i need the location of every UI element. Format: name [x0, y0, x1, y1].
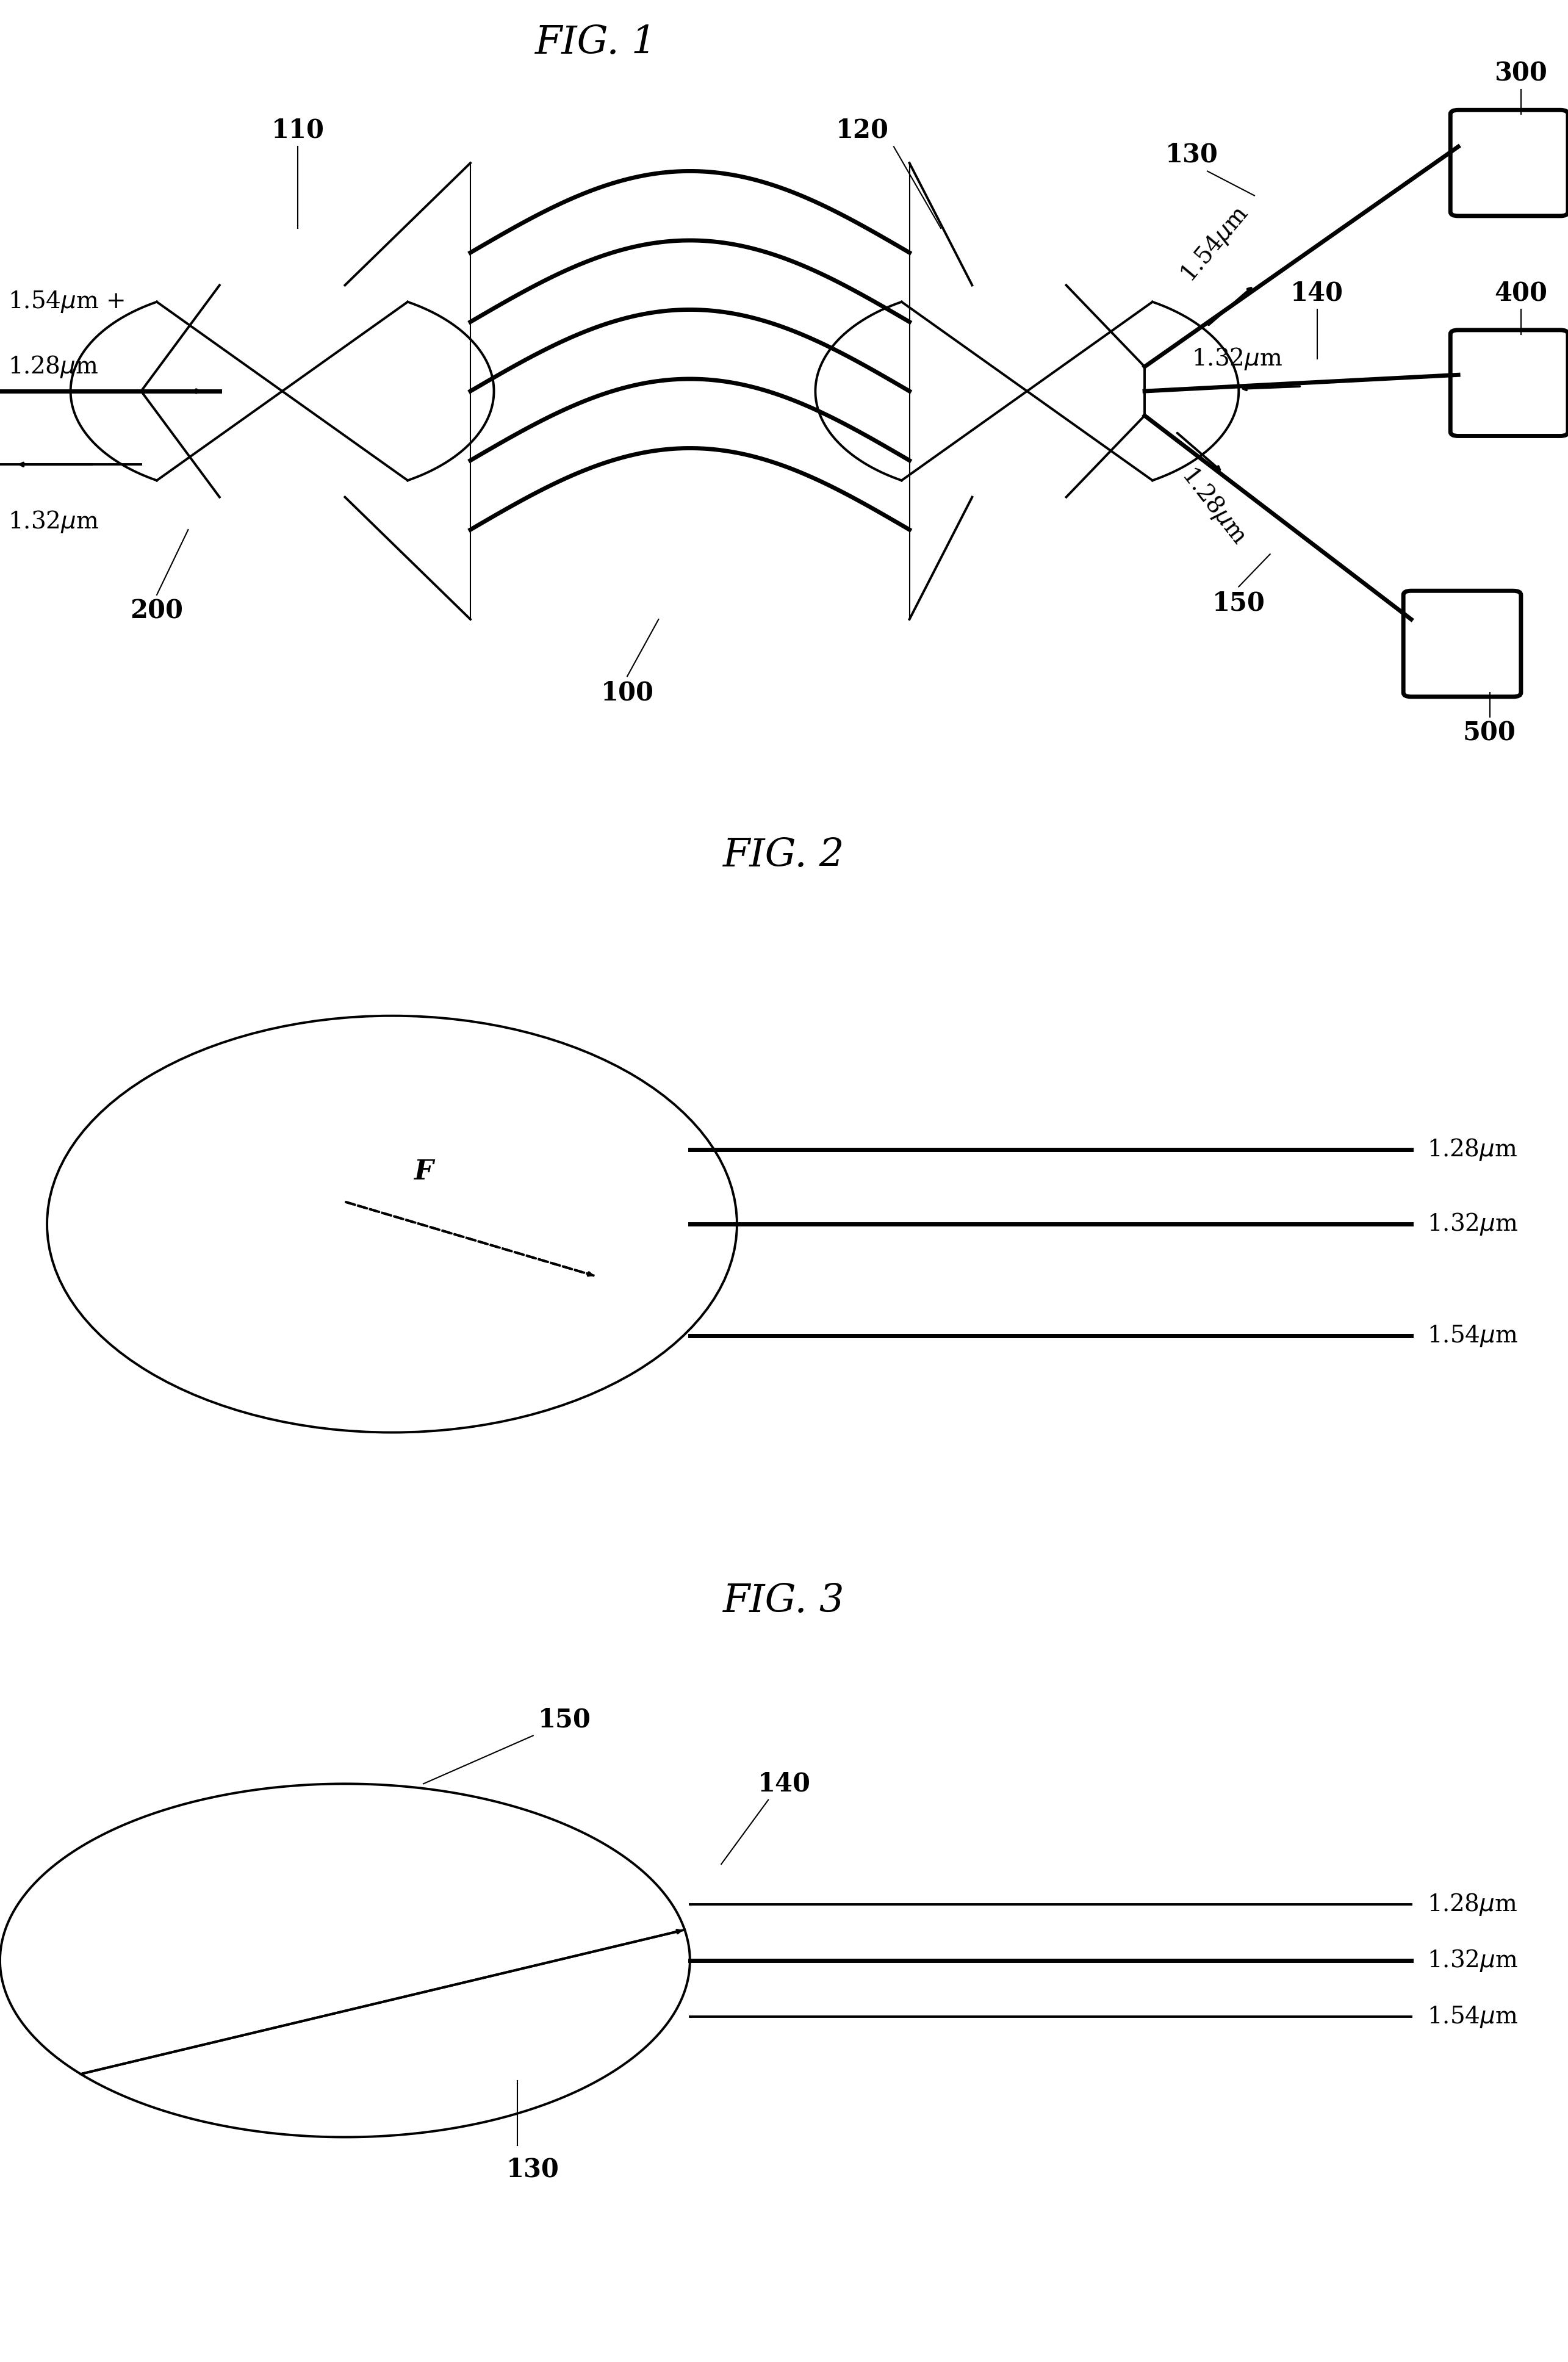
- FancyBboxPatch shape: [1403, 590, 1521, 697]
- Text: FIG. 1: FIG. 1: [535, 24, 657, 61]
- Text: 150: 150: [538, 1708, 591, 1731]
- Text: 1.28$\mu$m: 1.28$\mu$m: [8, 354, 99, 380]
- Text: 1.54$\mu$m: 1.54$\mu$m: [1176, 201, 1253, 288]
- Text: 1.28$\mu$m: 1.28$\mu$m: [1427, 1136, 1518, 1162]
- Text: 140: 140: [757, 1772, 811, 1797]
- Text: 1.54$\mu$m: 1.54$\mu$m: [1427, 1323, 1518, 1349]
- Text: 300: 300: [1494, 61, 1548, 85]
- FancyBboxPatch shape: [1450, 111, 1568, 215]
- Text: 1.32$\mu$m: 1.32$\mu$m: [8, 508, 99, 534]
- Text: 150: 150: [1212, 590, 1265, 616]
- Text: 120: 120: [836, 118, 889, 144]
- Text: 100: 100: [601, 680, 654, 706]
- Text: 1.32$\mu$m: 1.32$\mu$m: [1427, 1212, 1518, 1238]
- Text: 500: 500: [1463, 720, 1516, 746]
- Text: F: F: [414, 1160, 433, 1186]
- Text: FIG. 2: FIG. 2: [723, 836, 845, 874]
- Text: 200: 200: [130, 598, 183, 624]
- Text: 1.54$\mu$m +: 1.54$\mu$m +: [8, 288, 124, 314]
- Text: 1.28$\mu$m: 1.28$\mu$m: [1427, 1892, 1518, 1918]
- FancyBboxPatch shape: [1450, 331, 1568, 437]
- Text: 1.54$\mu$m: 1.54$\mu$m: [1427, 2005, 1518, 2029]
- Text: 400: 400: [1494, 281, 1548, 307]
- Text: 1.28$\mu$m: 1.28$\mu$m: [1176, 461, 1251, 548]
- Text: FIG. 3: FIG. 3: [723, 1583, 845, 1620]
- Text: 110: 110: [271, 118, 325, 144]
- Text: 130: 130: [1165, 142, 1218, 168]
- Text: 130: 130: [506, 2157, 560, 2182]
- Text: 1.32$\mu$m: 1.32$\mu$m: [1192, 345, 1283, 371]
- Text: 1.32$\mu$m: 1.32$\mu$m: [1427, 1949, 1518, 1972]
- Text: 140: 140: [1290, 281, 1344, 307]
